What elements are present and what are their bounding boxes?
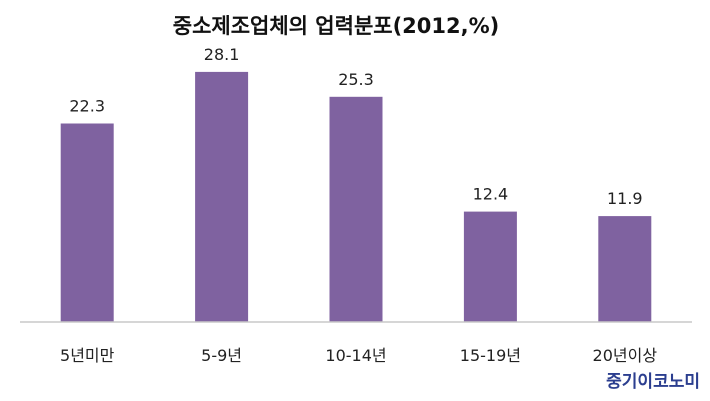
bar-2 xyxy=(329,96,383,322)
source-label: 중기이코노미 xyxy=(606,372,700,392)
x-tick-label-2: 10-14년 xyxy=(325,346,386,365)
value-label-1: 28.1 xyxy=(204,45,240,64)
value-labels-group: 22.3 28.1 25.3 12.4 11.9 xyxy=(69,45,642,208)
x-tick-label-3: 15-19년 xyxy=(460,346,521,365)
bar-3 xyxy=(463,211,517,322)
x-tick-label-0: 5년미만 xyxy=(60,346,115,365)
chart-title: 중소제조업체의 업력분포(2012,%) xyxy=(173,14,500,38)
bar-1 xyxy=(195,71,249,323)
x-tick-labels: 5년미만 5-9년 10-14년 15-19년 20년이상 xyxy=(60,346,657,365)
value-label-0: 22.3 xyxy=(69,97,105,116)
bars-group xyxy=(60,71,652,323)
bar-0 xyxy=(60,123,114,322)
value-label-2: 25.3 xyxy=(338,70,374,89)
value-label-3: 12.4 xyxy=(473,185,509,204)
value-label-4: 11.9 xyxy=(607,189,643,208)
bar-4 xyxy=(598,216,652,322)
x-tick-label-1: 5-9년 xyxy=(201,346,242,365)
x-tick-label-4: 20년이상 xyxy=(593,346,658,365)
